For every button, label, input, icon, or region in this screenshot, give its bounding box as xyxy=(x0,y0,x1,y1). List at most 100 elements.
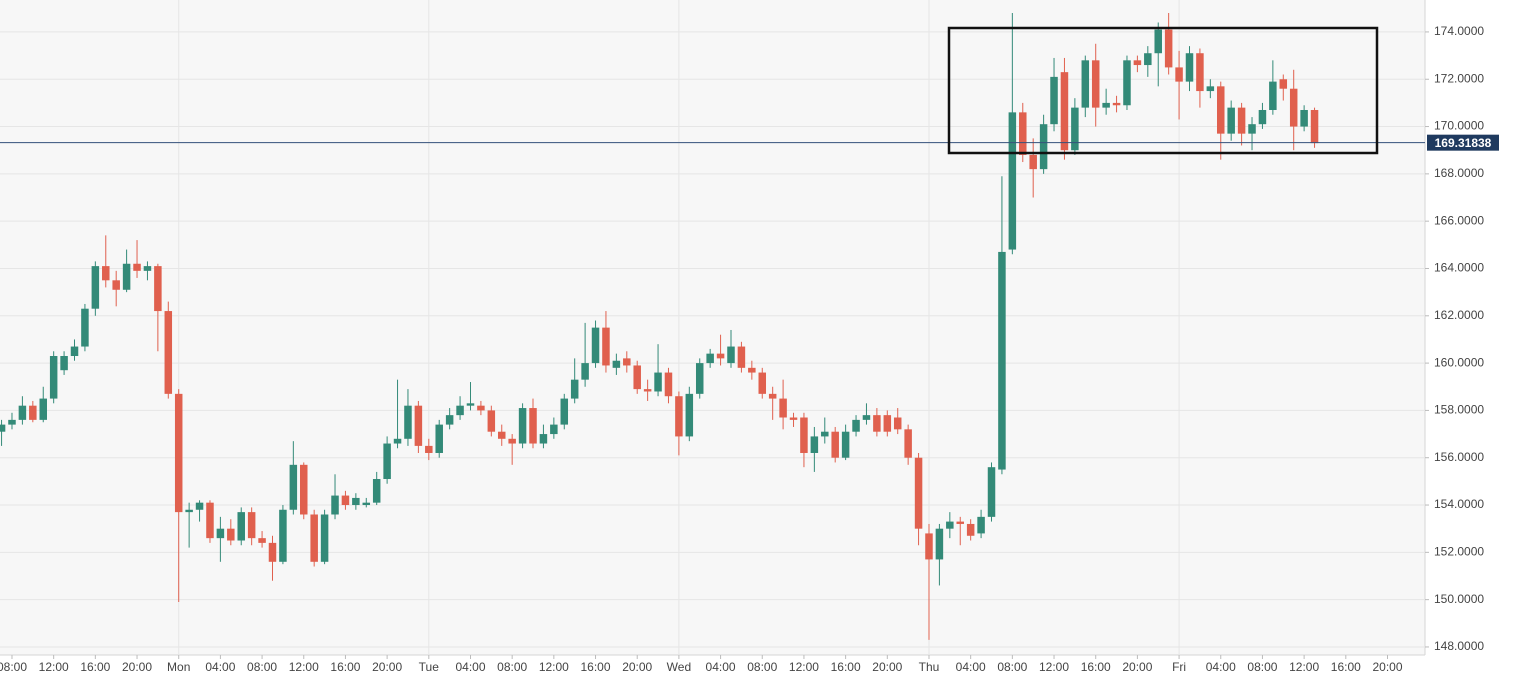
candle-body xyxy=(1123,60,1131,106)
candle-body xyxy=(1269,81,1277,110)
x-tick-label: Tue xyxy=(419,660,440,674)
candle-body xyxy=(591,327,600,364)
candle-body xyxy=(1217,86,1225,134)
x-tick-label: 12:00 xyxy=(1039,660,1069,674)
candle-body xyxy=(695,363,704,394)
x-tick-label: 12:00 xyxy=(539,660,569,674)
x-tick-label: 12:00 xyxy=(39,660,69,674)
highlight-box xyxy=(947,26,1379,155)
candles xyxy=(0,13,1425,640)
candle-body xyxy=(623,358,631,366)
candle-body xyxy=(1206,86,1215,92)
candle-body xyxy=(1050,76,1058,125)
y-tick-label: 158.0000 xyxy=(1434,403,1484,417)
candle-body xyxy=(352,497,360,506)
y-tick-label: 154.0000 xyxy=(1434,497,1484,511)
candle-body xyxy=(748,367,756,373)
x-tick-label: Thu xyxy=(919,660,940,674)
candle-body xyxy=(112,280,120,290)
candle-body xyxy=(1019,112,1027,155)
y-tick-label: 168.0000 xyxy=(1434,166,1484,180)
candle-body xyxy=(1144,53,1152,66)
candle-body xyxy=(1008,112,1017,250)
candle-body xyxy=(414,405,423,446)
candle-body xyxy=(383,443,391,480)
x-tick-label: 20:00 xyxy=(1122,660,1152,674)
y-tick-label: 166.0000 xyxy=(1434,213,1484,227)
candle-body xyxy=(247,512,256,539)
candle-body xyxy=(560,398,569,425)
candle-body xyxy=(893,417,902,430)
candle-body xyxy=(1310,109,1319,144)
y-tick-label: 148.0000 xyxy=(1434,639,1484,653)
candle-body xyxy=(675,396,683,437)
x-tick-label: 20:00 xyxy=(872,660,902,674)
candle-body xyxy=(518,408,527,444)
candle-body xyxy=(49,356,58,399)
candle-body xyxy=(174,393,183,513)
candle-body xyxy=(289,464,298,510)
x-tick-label: 04:00 xyxy=(956,660,986,674)
candle-body xyxy=(445,415,454,425)
candle-body xyxy=(456,405,464,416)
candle-body xyxy=(539,434,548,444)
plot-area xyxy=(0,0,1425,655)
candle-body xyxy=(331,495,339,515)
candle-body xyxy=(8,419,16,425)
x-tick-label: 08:00 xyxy=(747,660,777,674)
candle-body xyxy=(29,405,37,420)
x-tick-label: 04:00 xyxy=(1206,660,1236,674)
candle-body xyxy=(122,263,131,290)
candle-body xyxy=(268,542,277,562)
x-tick-label: 08:00 xyxy=(0,660,27,674)
candle-body xyxy=(664,372,673,397)
candle-body xyxy=(60,356,68,371)
x-tick-label: 08:00 xyxy=(247,660,277,674)
candle-body xyxy=(1164,29,1173,68)
candle-body xyxy=(320,514,329,562)
candle-body xyxy=(393,438,402,444)
candle-body xyxy=(998,251,1006,470)
candle-body xyxy=(185,509,193,513)
x-tick-label: Fri xyxy=(1172,660,1186,674)
y-tick-label: 164.0000 xyxy=(1434,261,1484,275)
candle-body xyxy=(435,424,443,453)
y-tick-label: 152.0000 xyxy=(1434,545,1484,559)
candle-body xyxy=(716,353,725,359)
candle-body xyxy=(300,464,308,515)
y-tick-label: 162.0000 xyxy=(1434,308,1484,322)
candle-body xyxy=(977,516,985,534)
candle-body xyxy=(372,479,381,503)
candle-body xyxy=(425,445,433,453)
candle-body xyxy=(946,521,954,529)
candle-body xyxy=(1196,53,1204,92)
candle-body xyxy=(487,410,496,432)
candle-body xyxy=(91,266,100,309)
x-tick-label: 08:00 xyxy=(997,660,1027,674)
candle-body xyxy=(1102,102,1110,108)
candle-body xyxy=(935,528,944,560)
candle-body xyxy=(206,502,214,539)
candle-body xyxy=(706,353,714,364)
candle-body xyxy=(477,405,485,411)
candle-body xyxy=(581,363,589,380)
candle-body xyxy=(362,502,371,506)
x-tick-label: Wed xyxy=(667,660,691,674)
candle-body xyxy=(404,405,412,439)
x-tick-label: 08:00 xyxy=(497,660,527,674)
candle-body xyxy=(466,403,475,406)
y-tick-label: 156.0000 xyxy=(1434,450,1484,464)
candle-body xyxy=(1248,124,1256,134)
candle-body xyxy=(1112,102,1121,106)
x-tick-label: 20:00 xyxy=(1372,660,1402,674)
x-tick-label: 16:00 xyxy=(80,660,110,674)
candle-body xyxy=(852,419,860,432)
candle-body xyxy=(279,509,287,562)
candle-body xyxy=(0,424,6,432)
candle-body xyxy=(1227,107,1235,134)
candle-body xyxy=(310,514,318,562)
y-tick-label: 160.0000 xyxy=(1434,355,1484,369)
y-tick-label: 170.0000 xyxy=(1434,119,1484,133)
x-tick-label: 04:00 xyxy=(205,660,235,674)
x-tick-label: 08:00 xyxy=(1247,660,1277,674)
